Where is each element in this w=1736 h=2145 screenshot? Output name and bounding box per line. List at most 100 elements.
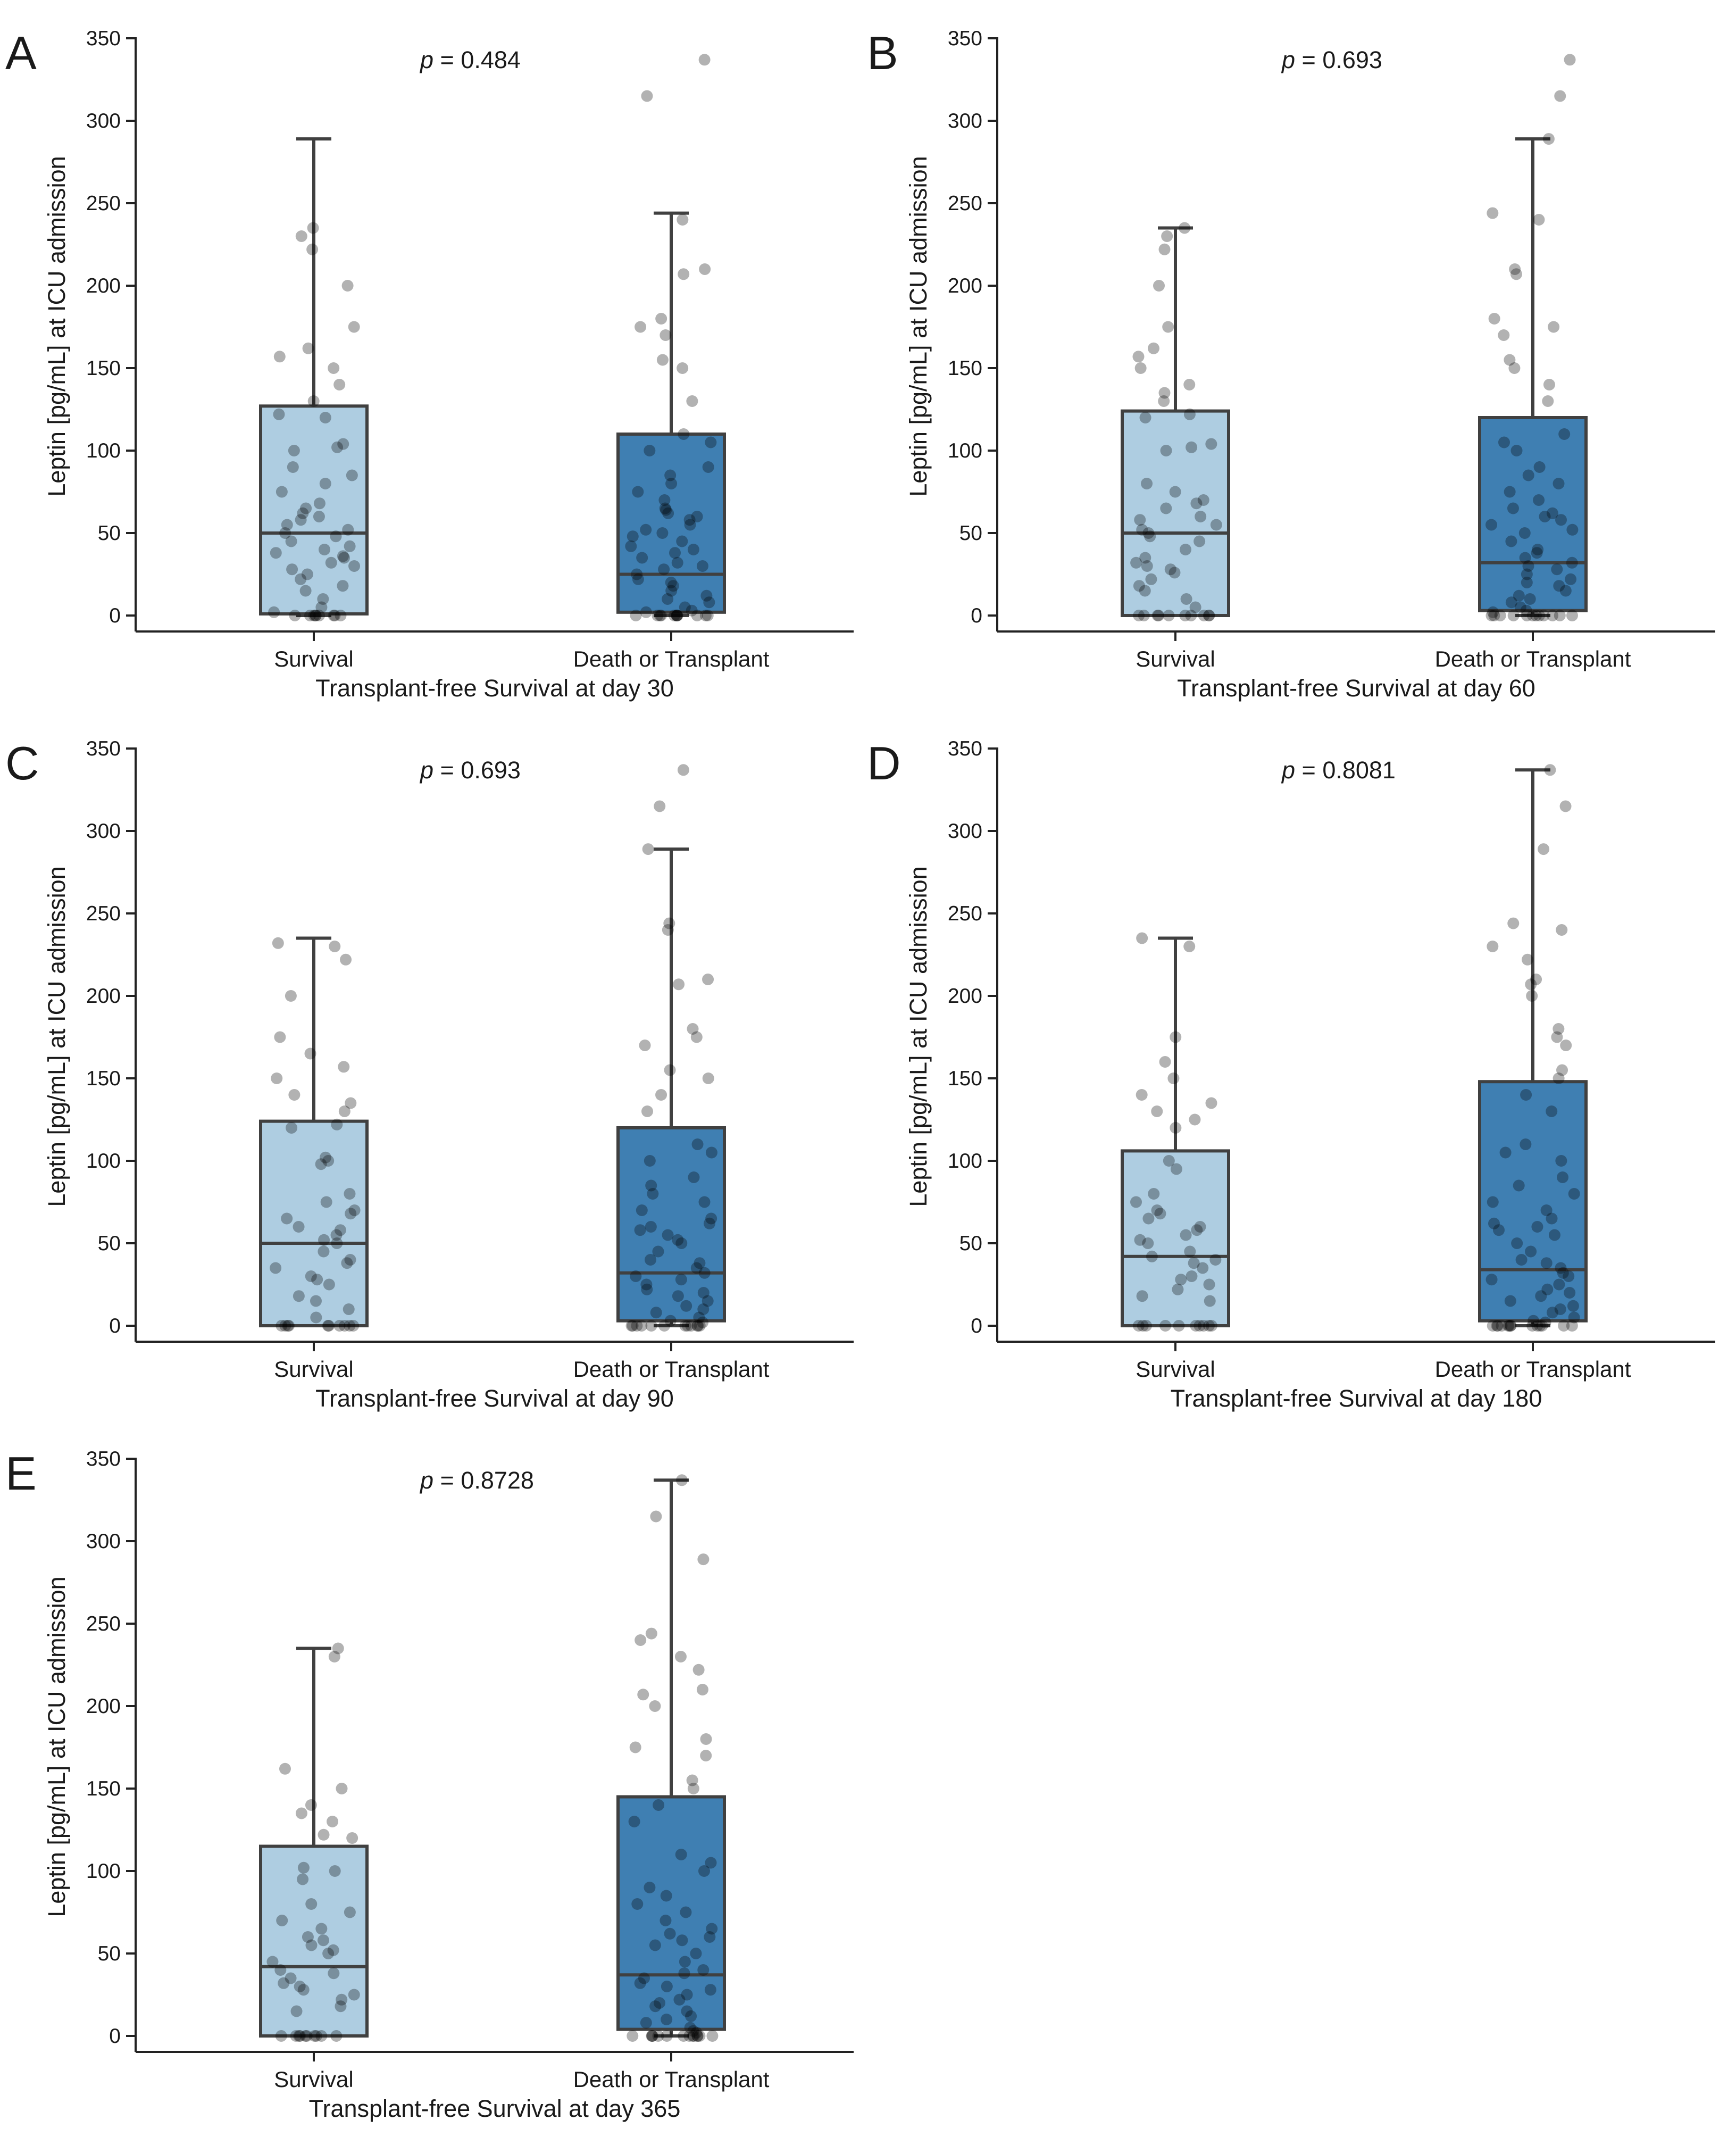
data-point — [272, 937, 284, 949]
data-point — [1556, 924, 1568, 936]
chart-panel-B: B 0 50 100 150 200 250 300 350 Leptin [pg/mL] at … — [867, 27, 1715, 702]
box-iqr — [1121, 409, 1230, 617]
data-point — [1203, 1278, 1215, 1291]
data-point — [1554, 610, 1566, 621]
data-point — [1568, 1311, 1580, 1324]
data-point — [274, 1031, 286, 1043]
data-point — [344, 1906, 356, 1918]
data-point — [664, 1064, 676, 1076]
data-point — [268, 606, 280, 618]
data-point — [668, 610, 680, 621]
data-point — [318, 544, 330, 555]
data-point — [1513, 589, 1525, 602]
data-point — [1151, 1204, 1163, 1216]
box-group — [259, 1642, 369, 2042]
data-point — [1160, 445, 1172, 456]
x-tick-label: Survival — [274, 1357, 353, 1382]
y-tick-label: 150 — [948, 1067, 982, 1090]
data-point — [644, 445, 656, 456]
box-group — [616, 1474, 726, 2042]
y-tick-label: 200 — [86, 985, 121, 1008]
data-point — [1139, 585, 1151, 597]
data-point — [674, 1651, 687, 1662]
data-point — [311, 1274, 323, 1286]
panel-letter: D — [867, 737, 901, 789]
data-point — [318, 1828, 330, 1841]
data-point — [650, 1510, 662, 1523]
data-point — [1513, 1179, 1525, 1192]
data-point — [699, 263, 711, 275]
data-point — [653, 1799, 665, 1811]
data-point — [702, 974, 714, 985]
data-point — [1546, 610, 1558, 621]
data-point — [650, 1307, 662, 1319]
data-point — [676, 535, 688, 547]
data-point — [297, 1984, 310, 1996]
data-point — [687, 1783, 699, 1794]
data-point — [1504, 1295, 1516, 1307]
x-axis-title: Transplant-free Survival at day 180 — [1171, 1385, 1542, 1412]
data-point — [687, 2030, 699, 2042]
data-point — [318, 1234, 330, 1246]
data-point — [1505, 535, 1517, 547]
data-point — [344, 1188, 356, 1200]
data-point — [1164, 563, 1176, 576]
data-point — [1487, 941, 1499, 952]
data-point — [293, 1221, 305, 1233]
data-point — [1531, 1221, 1543, 1233]
y-axis-title: Leptin [pg/mL] at ICU admission — [43, 1576, 70, 1917]
data-point — [330, 530, 342, 543]
data-point — [688, 1171, 700, 1183]
data-point — [1205, 438, 1217, 450]
data-point — [1522, 469, 1534, 481]
data-point — [660, 504, 672, 516]
y-tick-label: 100 — [86, 1150, 121, 1173]
data-point — [639, 1040, 651, 1051]
y-tick-label: 300 — [86, 1530, 121, 1553]
data-point — [1551, 563, 1563, 576]
data-point — [1526, 610, 1539, 621]
data-point — [662, 593, 674, 605]
data-point — [692, 1320, 704, 1332]
data-point — [1136, 523, 1148, 536]
y-tick-label: 150 — [948, 357, 982, 380]
data-point — [671, 610, 683, 621]
data-point — [631, 1898, 644, 1910]
data-point — [1533, 610, 1546, 621]
data-point — [1205, 1097, 1217, 1109]
data-point — [285, 990, 297, 1002]
data-point — [1548, 321, 1560, 333]
data-point — [1503, 1320, 1515, 1332]
data-point — [1557, 1267, 1569, 1279]
data-point — [678, 1967, 690, 1980]
data-point — [1511, 1237, 1523, 1249]
data-point — [1134, 362, 1147, 374]
data-point — [1543, 379, 1555, 390]
data-point — [1507, 502, 1519, 514]
x-tick-label: Death or Transplant — [573, 2067, 770, 2092]
x-tick-label: Survival — [1136, 646, 1215, 671]
data-point — [1190, 497, 1203, 510]
data-point — [1499, 1146, 1512, 1159]
y-tick-label: 300 — [948, 110, 982, 132]
data-point — [691, 2030, 704, 2042]
data-point — [661, 2014, 673, 2025]
data-point — [322, 1155, 335, 1167]
data-point — [1170, 1031, 1182, 1043]
data-point — [294, 1981, 306, 1992]
y-tick-label: 250 — [86, 192, 121, 215]
data-point — [662, 507, 674, 519]
data-point — [338, 1320, 350, 1332]
y-tick-label: 200 — [86, 275, 121, 297]
box-group — [1478, 764, 1588, 1332]
data-point — [293, 1290, 305, 1302]
y-tick-label: 0 — [109, 1315, 121, 1337]
panel-letter: C — [5, 737, 39, 789]
data-point — [692, 1664, 705, 1676]
data-point — [334, 1224, 346, 1236]
y-axis-title: Leptin [pg/mL] at ICU admission — [43, 866, 70, 1207]
data-point — [1172, 1283, 1184, 1295]
data-point — [683, 2030, 696, 2042]
data-point — [1180, 1229, 1192, 1241]
